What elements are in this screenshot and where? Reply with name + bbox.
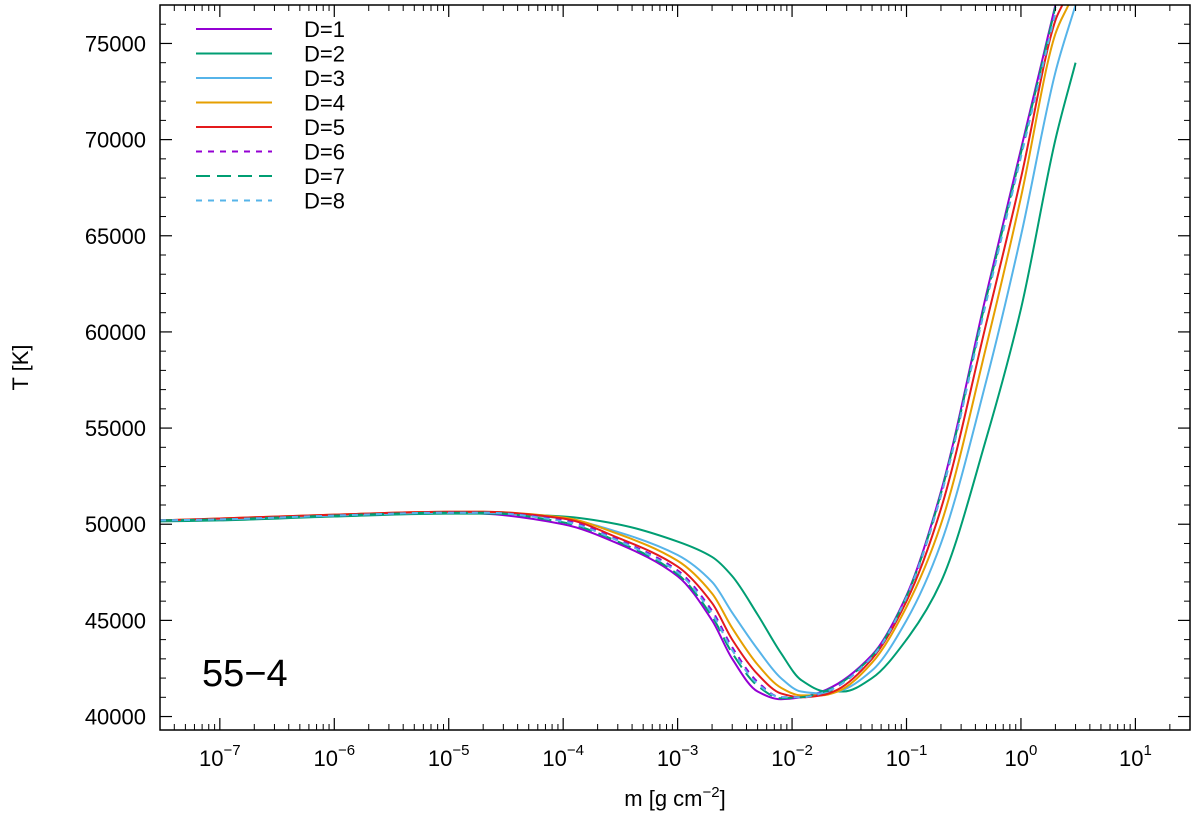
x-tick-label-exponent: −4: [567, 742, 584, 759]
y-tick-label: 65000: [85, 224, 146, 249]
legend-entry-2: D=2: [196, 42, 345, 67]
x-axis-label-end: ]: [720, 786, 726, 811]
legend-label: D=6: [304, 140, 345, 165]
x-axis-label: m [g cm−2]: [624, 784, 725, 811]
x-tick-label-exponent: −2: [796, 742, 813, 759]
x-tick-label-base: 10: [313, 746, 337, 771]
x-tick-label-exponent: −7: [224, 742, 241, 759]
legend-entry-7: D=7: [196, 164, 345, 189]
y-tick-label: 50000: [85, 512, 146, 537]
x-tick-label: 10−5: [428, 742, 470, 771]
legend-entry-3: D=3: [196, 66, 345, 91]
legend-label: D=7: [304, 164, 345, 189]
x-tick-label: 10−6: [313, 742, 355, 771]
series-line-2: [160, 62, 1077, 693]
y-tick-label: 40000: [85, 705, 146, 730]
x-tick-label-base: 10: [199, 746, 223, 771]
x-tick-label: 10−2: [771, 742, 813, 771]
x-tick-label-exponent: −1: [910, 742, 927, 759]
x-tick-label-exponent: 0: [1029, 742, 1037, 759]
legend-entry-5: D=5: [196, 115, 345, 140]
y-axis-label: T [K]: [8, 344, 33, 390]
x-tick-label: 10−3: [657, 742, 699, 771]
y-tick-label: 60000: [85, 320, 146, 345]
x-tick-label-exponent: −5: [452, 742, 469, 759]
x-tick-label-exponent: 1: [1143, 742, 1151, 759]
x-tick-label: 100: [1005, 742, 1038, 771]
x-tick-label-exponent: −6: [338, 742, 355, 759]
series-line-4: [160, 5, 1070, 697]
y-tick-label: 75000: [85, 31, 146, 56]
legend: D=1D=2D=3D=4D=5D=6D=7D=8: [196, 17, 345, 214]
legend-label: D=5: [304, 115, 345, 140]
x-tick-label-base: 10: [428, 746, 452, 771]
x-tick-label-exponent: −3: [681, 742, 698, 759]
legend-entry-1: D=1: [196, 17, 345, 42]
panel-annotation: 55−4: [202, 653, 288, 695]
legend-label: D=3: [304, 66, 345, 91]
x-tick-label-base: 10: [542, 746, 566, 771]
x-tick-label-base: 10: [886, 746, 910, 771]
x-tick-label-base: 10: [1005, 746, 1029, 771]
series-line-3: [160, 5, 1077, 695]
legend-entry-4: D=4: [196, 91, 345, 116]
legend-label: D=1: [304, 17, 345, 42]
y-tick-label: 55000: [85, 416, 146, 441]
x-axis-label-main: m [g cm: [624, 786, 702, 811]
x-tick-label-base: 10: [771, 746, 795, 771]
x-axis-label-exponent: −2: [703, 784, 720, 801]
x-tick-label: 101: [1119, 742, 1152, 771]
series-line-1: [160, 5, 1057, 701]
legend-label: D=4: [304, 91, 345, 116]
ticks-layer: 10−7 10−6 10−5 10−4 10−3 10−2 10−1 100 101400004…: [85, 4, 1191, 771]
y-tick-label: 70000: [85, 128, 146, 153]
x-tick-label: 10−7: [199, 742, 241, 771]
x-tick-label-base: 10: [1119, 746, 1143, 771]
legend-label: D=2: [304, 42, 345, 67]
legend-entry-8: D=8: [196, 189, 345, 214]
x-tick-label: 10−4: [542, 742, 584, 771]
legend-label: D=8: [304, 189, 345, 214]
series-line-5: [160, 5, 1064, 699]
x-tick-label-base: 10: [657, 746, 681, 771]
legend-entry-6: D=6: [196, 140, 345, 165]
x-tick-label: 10−1: [886, 742, 928, 771]
plot-frame: [159, 4, 1191, 731]
series-layer: [160, 5, 1077, 701]
series-line-7: [160, 6, 1057, 700]
y-tick-label: 45000: [85, 608, 146, 633]
series-line-8: [160, 12, 1057, 699]
